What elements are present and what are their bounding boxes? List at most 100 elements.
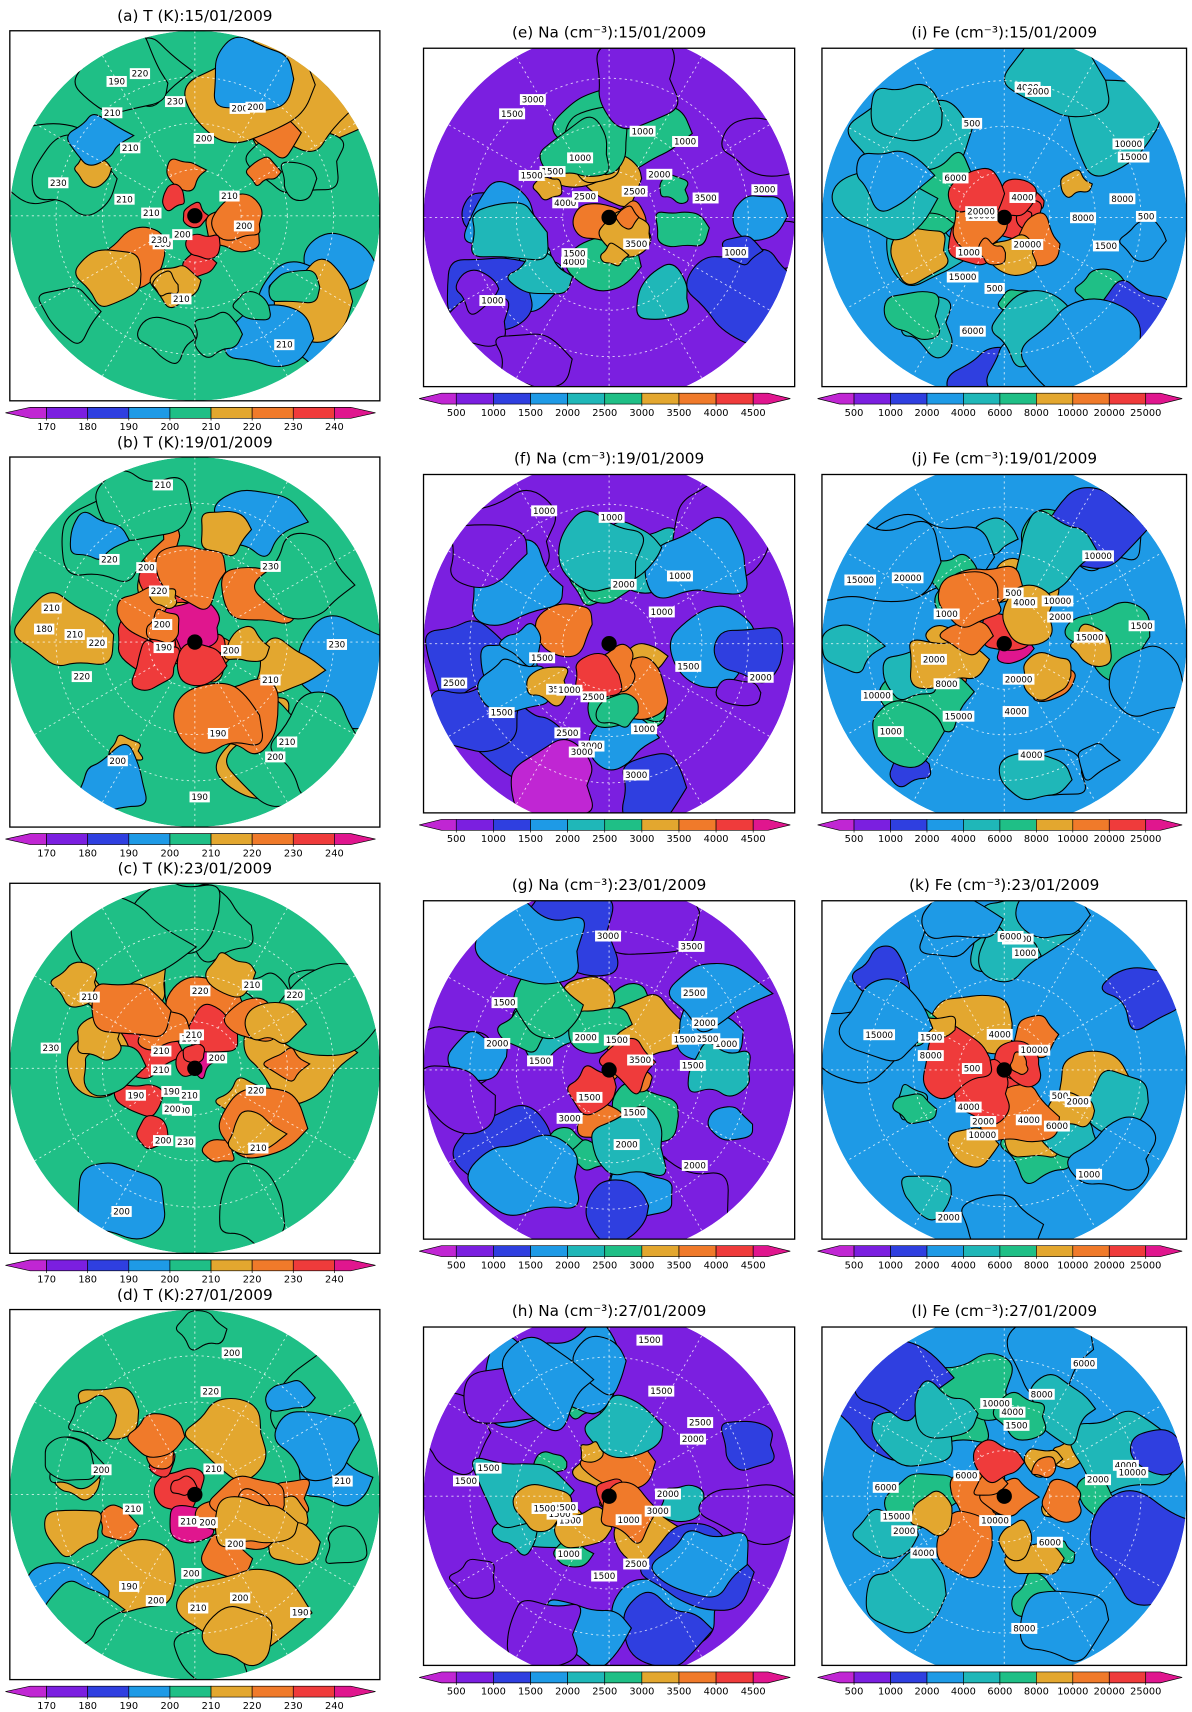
colorbar-tick-label: 6000 [987,1687,1012,1698]
field-region [263,1047,311,1082]
contour-label-text: 8000 [1013,1624,1035,1634]
colorbar-segment [493,392,531,405]
colorbar-tick-label: 20000 [1094,408,1125,419]
field-region [38,287,102,344]
colorbar-tick-label: 240 [325,1701,344,1712]
contour-label-bg [623,1558,650,1570]
map-frame [422,47,796,388]
contour-label-text: 15000 [1120,153,1148,163]
contour-label-bg [1009,192,1036,203]
colorbar-segment [5,1259,47,1272]
contour-label-bg [679,1059,706,1071]
contour-label-text: 220 [73,673,90,683]
contour-label-bg [872,1481,899,1493]
contour-label: 1000 [598,511,625,523]
meridian [912,1338,982,1457]
contour-label-text: 1500 [563,250,585,260]
colorbar-tick-label: 4000 [704,834,729,845]
contour-label: 210 [179,1089,200,1101]
colorbar-segment [715,819,754,831]
contour-label-text: 210 [244,981,261,991]
meridian [101,1534,173,1656]
colorbar: 500 1000 1500 2000 2500 3000 3500 4000 4500 [419,819,791,845]
meridian [515,683,587,805]
contour-label: 1500 [527,1055,554,1067]
colorbar-segment [46,1259,89,1272]
contour-label-bg [162,1103,183,1115]
meridian [846,1518,965,1588]
colorbar-tick-label: 2000 [555,1260,580,1271]
field-region [707,1106,754,1141]
contour-label-bg [193,132,214,144]
colorbar-segment [5,407,47,419]
contour-label: 210 [141,207,162,219]
contour-label: 10000 [861,690,893,702]
map: 2202102102001902302202101902102202102301… [9,883,380,1254]
meridian [448,1092,570,1164]
contour-label-text: 6000 [1039,1538,1061,1548]
meridian [448,666,570,737]
field-region [477,658,550,714]
contour-label: 220 [245,1084,267,1096]
colorbar-segment [493,819,531,831]
colorbar-tick-label: 6000 [987,408,1012,419]
contour-label: 210 [151,1045,172,1057]
contour-label-text: 4000 [1005,708,1027,718]
colorbar: 170 180 190 200 210 220 230 240 [5,833,376,859]
meridian [1043,978,1163,1048]
field-region [580,1441,604,1463]
colorbar-segment [87,1259,130,1272]
colorbar-segment [251,1685,294,1698]
field-region [998,752,1073,801]
contour-label-text: 8000 [935,680,957,690]
contour-label-bg [1012,947,1039,959]
contour-label-bg [102,107,123,119]
contour-label-text: 210 [143,209,160,219]
colorbar-tick-label: 2000 [555,1687,580,1698]
colorbar: 170 180 190 200 210 220 230 240 [5,1259,376,1286]
contour-label: 1000 [567,152,594,164]
contour-label: 3000 [644,1505,671,1517]
colorbar-tick-label: 240 [325,422,344,433]
contour-label: 200 [111,1206,132,1218]
colorbar-segment [1108,1245,1147,1257]
field-region [450,524,528,589]
field-region [655,211,710,248]
meridian [217,907,288,1029]
contour-label-bg [681,987,708,999]
colorbar-tick-label: 2500 [592,1687,617,1698]
colorbar-segment [419,819,457,831]
contour-label: 1000 [629,125,656,137]
colorbar-segment [46,407,89,419]
meridian [631,257,703,379]
contour-label-bg [986,1028,1013,1040]
contour-label: 2000 [654,1488,681,1500]
contour-label-bg [567,152,594,164]
meridian [34,122,156,194]
meridian [217,1108,288,1229]
colorbar-segment [455,1671,494,1684]
contour-label: 210 [219,190,240,202]
pole [601,1488,617,1504]
colorbar-segment [493,1671,531,1684]
contour-label-bg [34,623,55,635]
contour-label: 1000 [1012,947,1039,959]
map-disc [423,48,795,387]
colorbar-tick-label: 500 [447,834,466,845]
contour-label: 200 [233,220,255,232]
colorbar-segment [1145,392,1183,405]
colorbar-segment [169,1685,212,1698]
colorbar-segment [999,392,1037,405]
contour-label: 6000 [1071,1357,1098,1369]
contour-label: 190 [125,1089,146,1101]
contour-label-bg [966,1129,999,1141]
contour-label-bg [529,652,556,664]
contour-label-text: 10000 [1044,597,1072,607]
contour-label-text: 6000 [1046,1122,1068,1132]
contour-label: 220 [71,671,92,683]
colorbar-segment [641,1245,680,1257]
colorbar-segment [853,392,891,405]
contour-label-text: 2000 [1087,1476,1109,1486]
colorbar-tick-label: 8000 [1024,1687,1049,1698]
